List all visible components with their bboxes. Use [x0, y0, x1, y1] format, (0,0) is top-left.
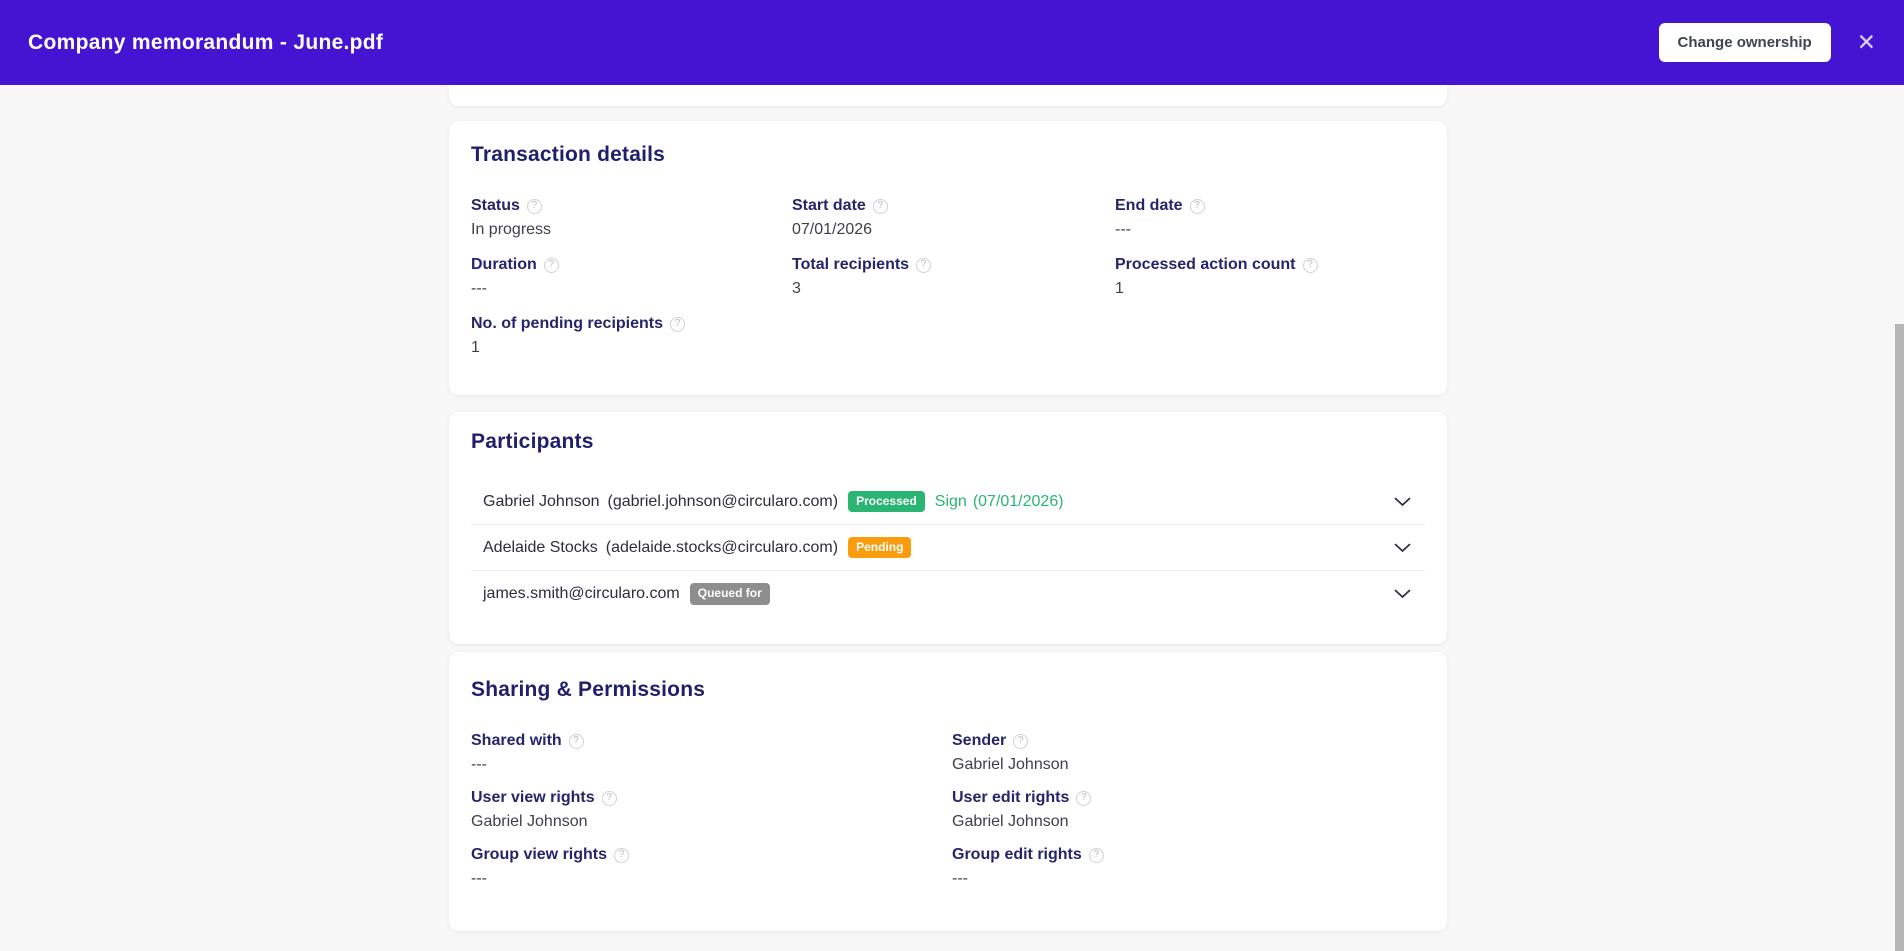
participant-list: Gabriel Johnson (gabriel.johnson@circula… — [471, 479, 1425, 617]
field-value: 07/01/2026 — [792, 221, 873, 238]
help-icon[interactable]: ? — [1088, 847, 1104, 863]
field-duration: Duration ? --- — [471, 255, 792, 300]
field-end-date: End date ? --- — [1115, 196, 1425, 241]
field-total-recipients: Total recipients ? 3 — [792, 255, 1115, 300]
field-label-text: Start date — [792, 197, 866, 214]
change-ownership-button[interactable]: Change ownership — [1658, 23, 1831, 62]
participant-name: james.smith@circularo.com — [483, 585, 680, 602]
field-label: Duration ? — [471, 255, 792, 275]
field-value: Gabriel Johnson — [471, 813, 588, 830]
help-icon[interactable]: ? — [614, 847, 630, 863]
close-icon[interactable]: ✕ — [1856, 29, 1876, 55]
field-status: Status ? In progress — [471, 196, 792, 241]
field-label: Start date ? — [792, 196, 1115, 216]
field-user-edit-rights: User edit rights ? Gabriel Johnson — [952, 788, 1425, 833]
help-icon[interactable]: ? — [543, 257, 559, 273]
field-value: --- — [952, 870, 968, 887]
transaction-details-title: Transaction details — [471, 143, 666, 166]
field-value: --- — [471, 870, 487, 887]
header-actions: Change ownership ✕ — [1658, 23, 1876, 62]
field-label: End date ? — [1115, 196, 1425, 216]
participant-action-date: (07/01/2026) — [972, 492, 1064, 510]
help-icon[interactable]: ? — [1189, 198, 1205, 214]
status-badge: Queued for — [689, 583, 770, 605]
participants-title: Participants — [471, 430, 594, 453]
help-icon[interactable]: ? — [526, 198, 542, 214]
field-processed-action-count: Processed action count ? 1 — [1115, 255, 1425, 300]
help-icon[interactable]: ? — [872, 198, 888, 214]
field-label: Processed action count ? — [1115, 255, 1425, 275]
transaction-details-grid: Status ? In progress Start date ? 07/01/… — [471, 196, 1425, 359]
participant-name: Adelaide Stocks — [483, 538, 598, 556]
field-label: User view rights ? — [471, 788, 952, 808]
field-value: Gabriel Johnson — [952, 813, 1069, 830]
field-value: 1 — [1115, 280, 1124, 297]
sharing-permissions-title: Sharing & Permissions — [471, 678, 706, 701]
header: Company memorandum - June.pdf Change own… — [0, 0, 1904, 85]
field-value: In progress — [471, 221, 552, 238]
help-icon[interactable]: ? — [601, 790, 617, 806]
field-label-text: Total recipients — [792, 256, 910, 273]
field-label: Group view rights ? — [471, 845, 952, 865]
field-value: --- — [1115, 221, 1131, 238]
field-value: --- — [471, 280, 487, 297]
field-shared-with: Shared with ? --- — [471, 731, 952, 776]
field-label: Total recipients ? — [792, 255, 1115, 275]
participant-row[interactable]: Gabriel Johnson (gabriel.johnson@circula… — [471, 479, 1425, 525]
field-user-view-rights: User view rights ? Gabriel Johnson — [471, 788, 952, 833]
help-icon[interactable]: ? — [916, 257, 932, 273]
field-label-text: Shared with — [471, 732, 562, 749]
chevron-down-icon[interactable] — [1394, 543, 1411, 553]
scrollbar-thumb[interactable] — [1895, 324, 1904, 951]
status-badge: Pending — [848, 536, 912, 559]
help-icon[interactable]: ? — [1076, 790, 1092, 806]
field-label-text: Processed action count — [1115, 256, 1296, 273]
field-label-text: Group edit rights — [952, 846, 1082, 863]
field-value: 1 — [471, 339, 480, 356]
help-icon[interactable]: ? — [1013, 733, 1029, 749]
field-label-text: Status — [471, 197, 520, 214]
field-label: No. of pending recipients ? — [471, 314, 792, 334]
field-label-text: User view rights — [471, 789, 595, 806]
help-icon[interactable]: ? — [1302, 257, 1318, 273]
field-label: Group edit rights ? — [952, 845, 1425, 865]
help-icon[interactable]: ? — [568, 733, 584, 749]
field-label-text: No. of pending recipients — [471, 315, 664, 332]
field-sender: Sender ? Gabriel Johnson — [952, 731, 1425, 776]
field-group-edit-rights: Group edit rights ? --- — [952, 845, 1425, 890]
field-label-text: Sender — [952, 732, 1007, 749]
field-label: Shared with ? — [471, 731, 952, 751]
field-label-text: End date — [1115, 197, 1183, 214]
participant-row[interactable]: Adelaide Stocks (adelaide.stocks@circula… — [471, 525, 1425, 571]
transaction-details-card: Transaction details Status ? In progress… — [449, 121, 1447, 395]
sharing-permissions-card: Sharing & Permissions Shared with ? --- … — [449, 652, 1447, 931]
chevron-down-icon[interactable] — [1394, 497, 1411, 507]
participant-email: (adelaide.stocks@circularo.com) — [605, 538, 839, 556]
participants-card: Participants Gabriel Johnson (gabriel.jo… — [449, 412, 1447, 644]
field-value: 3 — [792, 280, 801, 297]
field-label-text: Duration — [471, 256, 537, 273]
sharing-permissions-grid: Shared with ? --- Sender ? Gabriel Johns… — [471, 731, 1425, 890]
help-icon[interactable]: ? — [670, 316, 686, 332]
field-label-text: User edit rights — [952, 789, 1070, 806]
field-pending-recipients: No. of pending recipients ? 1 — [471, 314, 792, 359]
field-label: Status ? — [471, 196, 792, 216]
field-value: --- — [471, 756, 487, 773]
field-group-view-rights: Group view rights ? --- — [471, 845, 952, 890]
participant-row[interactable]: james.smith@circularo.com Queued for — [471, 571, 1425, 617]
field-value: Gabriel Johnson — [952, 756, 1069, 773]
page-title: Company memorandum - June.pdf — [28, 30, 384, 54]
chevron-down-icon[interactable] — [1394, 589, 1411, 599]
field-label: Sender ? — [952, 731, 1425, 751]
participant-email: (gabriel.johnson@circularo.com) — [607, 492, 839, 510]
field-start-date: Start date ? 07/01/2026 — [792, 196, 1115, 241]
field-label: User edit rights ? — [952, 788, 1425, 808]
participant-name: Gabriel Johnson — [483, 492, 600, 510]
field-label-text: Group view rights — [471, 846, 608, 863]
status-badge: Processed — [848, 490, 925, 513]
previous-card-fragment — [449, 85, 1447, 106]
participant-action: Sign — [934, 492, 967, 510]
